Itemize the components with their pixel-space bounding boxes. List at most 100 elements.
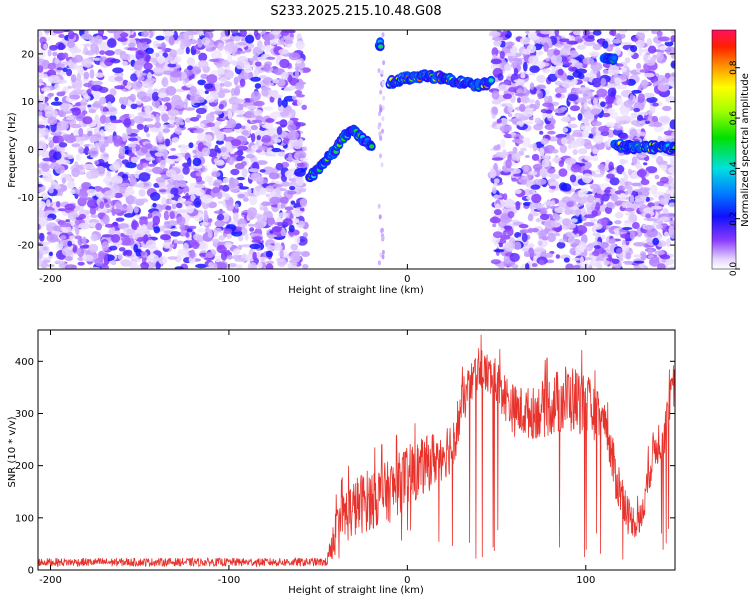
spectrogram-noise-blob [109,245,118,251]
spectrogram-noise-blob [531,263,538,267]
spectrogram-noise-blob [595,202,601,211]
spectrogram-noise-blob [643,162,648,166]
spectrogram-noise-blob [660,164,668,171]
spectrogram-noise-blob [531,153,540,161]
spectrogram-noise-blob [217,67,225,76]
spectrogram-noise-blob [126,250,133,257]
spectrogram-ytick-label: -10 [18,193,34,204]
spectrogram-noise-blob [188,142,194,149]
spectrogram-noise-blob [602,40,609,49]
spectrogram-noise-blob [259,75,267,79]
spectrogram-noise-blob [38,209,46,218]
spectrogram-noise-blob [214,220,225,228]
spectrogram-noise-blob [281,99,288,108]
spectrogram-noise-blob [600,101,606,107]
spectrogram-noise-blob [635,128,642,138]
spectrogram-noise-blob [224,242,232,249]
spectrogram-noise-blob [534,117,542,124]
spectrogram-ytick-label: -20 [18,241,34,252]
spectrogram-noise-blob [254,221,264,230]
spectrogram-noise-blob [242,129,250,136]
spectrogram-noise-blob [140,96,151,103]
spectrogram-noise-blob [99,50,106,55]
spectrogram-noise-blob [170,60,176,65]
spectrogram-noise-blob [629,194,635,203]
spectrogram-noise-blob [237,145,249,151]
spectrogram-noise-blob [642,207,654,214]
spectrogram-noise-blob [560,46,571,56]
spectrogram-noise-blob [610,64,620,74]
spectrogram-noise-blob [91,103,101,108]
spectrogram-noise-blob [589,218,598,223]
spectrogram-noise-blob [46,199,51,208]
spectrogram-noise-blob [509,252,520,262]
spectrogram-noise-blob [381,249,385,255]
spectrogram-noise-blob [103,153,109,158]
spectrogram-noise-blob [606,202,614,208]
spectrogram-noise-blob [157,104,168,112]
spectrogram-noise-blob [640,111,649,116]
spectrogram-noise-blob [174,127,182,135]
spectrogram-noise-blob [248,168,260,173]
spectrogram-noise-blob [572,257,581,261]
spectrogram-noise-blob [153,88,159,92]
spectrogram-noise-blob [662,208,668,212]
snr-frame [37,329,676,571]
spectrogram-noise-blob [74,81,83,90]
spectrogram-noise-blob [645,213,651,219]
spectrogram-noise-blob [236,176,245,181]
spectrogram-noise-blob [553,49,560,56]
spectrogram-noise-blob [670,35,675,43]
spectrogram-noise-blob [253,109,263,117]
spectrogram-noise-blob [533,123,543,131]
spectrogram-noise-blob [197,60,209,69]
spectrogram-noise-blob [281,181,290,187]
spectrogram-noise-blob [53,30,64,34]
spectrogram-noise-blob [252,251,257,261]
spectrogram-noise-blob [583,222,595,227]
spectrogram-noise-blob [660,254,671,260]
spectrogram-noise-blob [528,117,534,121]
spectrogram-noise-blob [86,88,92,95]
spectrogram-noise-blob [265,263,274,269]
spectrogram-noise-blob [71,143,81,148]
spectrogram-noise-blob [220,251,228,261]
spectrogram-noise-blob [296,98,303,107]
spectrogram-noise-blob [663,183,670,188]
spectrogram-noise-blob [147,253,159,263]
spectrogram-noise-blob [493,194,503,199]
spectrogram-noise-blob [212,186,221,194]
spectrogram-noise-blob [267,82,274,86]
spectrogram-noise-blob [217,200,226,205]
spectrogram-noise-blob [252,100,265,107]
spectrogram-noise-blob [662,105,672,111]
spectrogram-noise [38,30,675,269]
spectrogram-noise-blob [252,60,257,69]
spectrogram-noise-blob [80,98,88,107]
spectrogram-noise-blob [223,228,233,234]
spectrogram-noise-blob [537,178,547,185]
spectrogram-noise-blob [154,122,162,129]
spectrogram-noise-blob [495,151,502,157]
spectrogram-noise-blob [667,266,675,269]
spectrogram-noise-blob [230,30,239,35]
spectrogram-noise-blob [505,41,515,47]
spectrogram-noise-blob [574,62,583,68]
spectrogram-noise-blob [169,114,176,125]
spectrogram-noise-blob [178,33,190,42]
spectrogram-noise-blob [585,244,594,252]
spectrogram-noise-blob [234,109,246,114]
spectrogram-noise-blob [95,186,101,190]
spectrogram-noise-blob [556,44,563,48]
spectrogram-noise-blob [48,186,54,194]
spectrogram-noise-blob [593,223,603,230]
colorbar-tick-label: 0.0 [729,262,739,277]
spectrogram-noise-blob [177,248,187,257]
spectrogram-noise-blob [605,225,610,230]
spectrogram-noise-blob [45,210,56,214]
spectrogram-noise-blob [528,243,535,249]
spectrogram-noise-blob [575,68,587,74]
spectrogram-noise-blob [633,242,645,247]
spectrogram-noise-blob [259,187,267,195]
spectrogram-noise-blob [261,135,272,143]
